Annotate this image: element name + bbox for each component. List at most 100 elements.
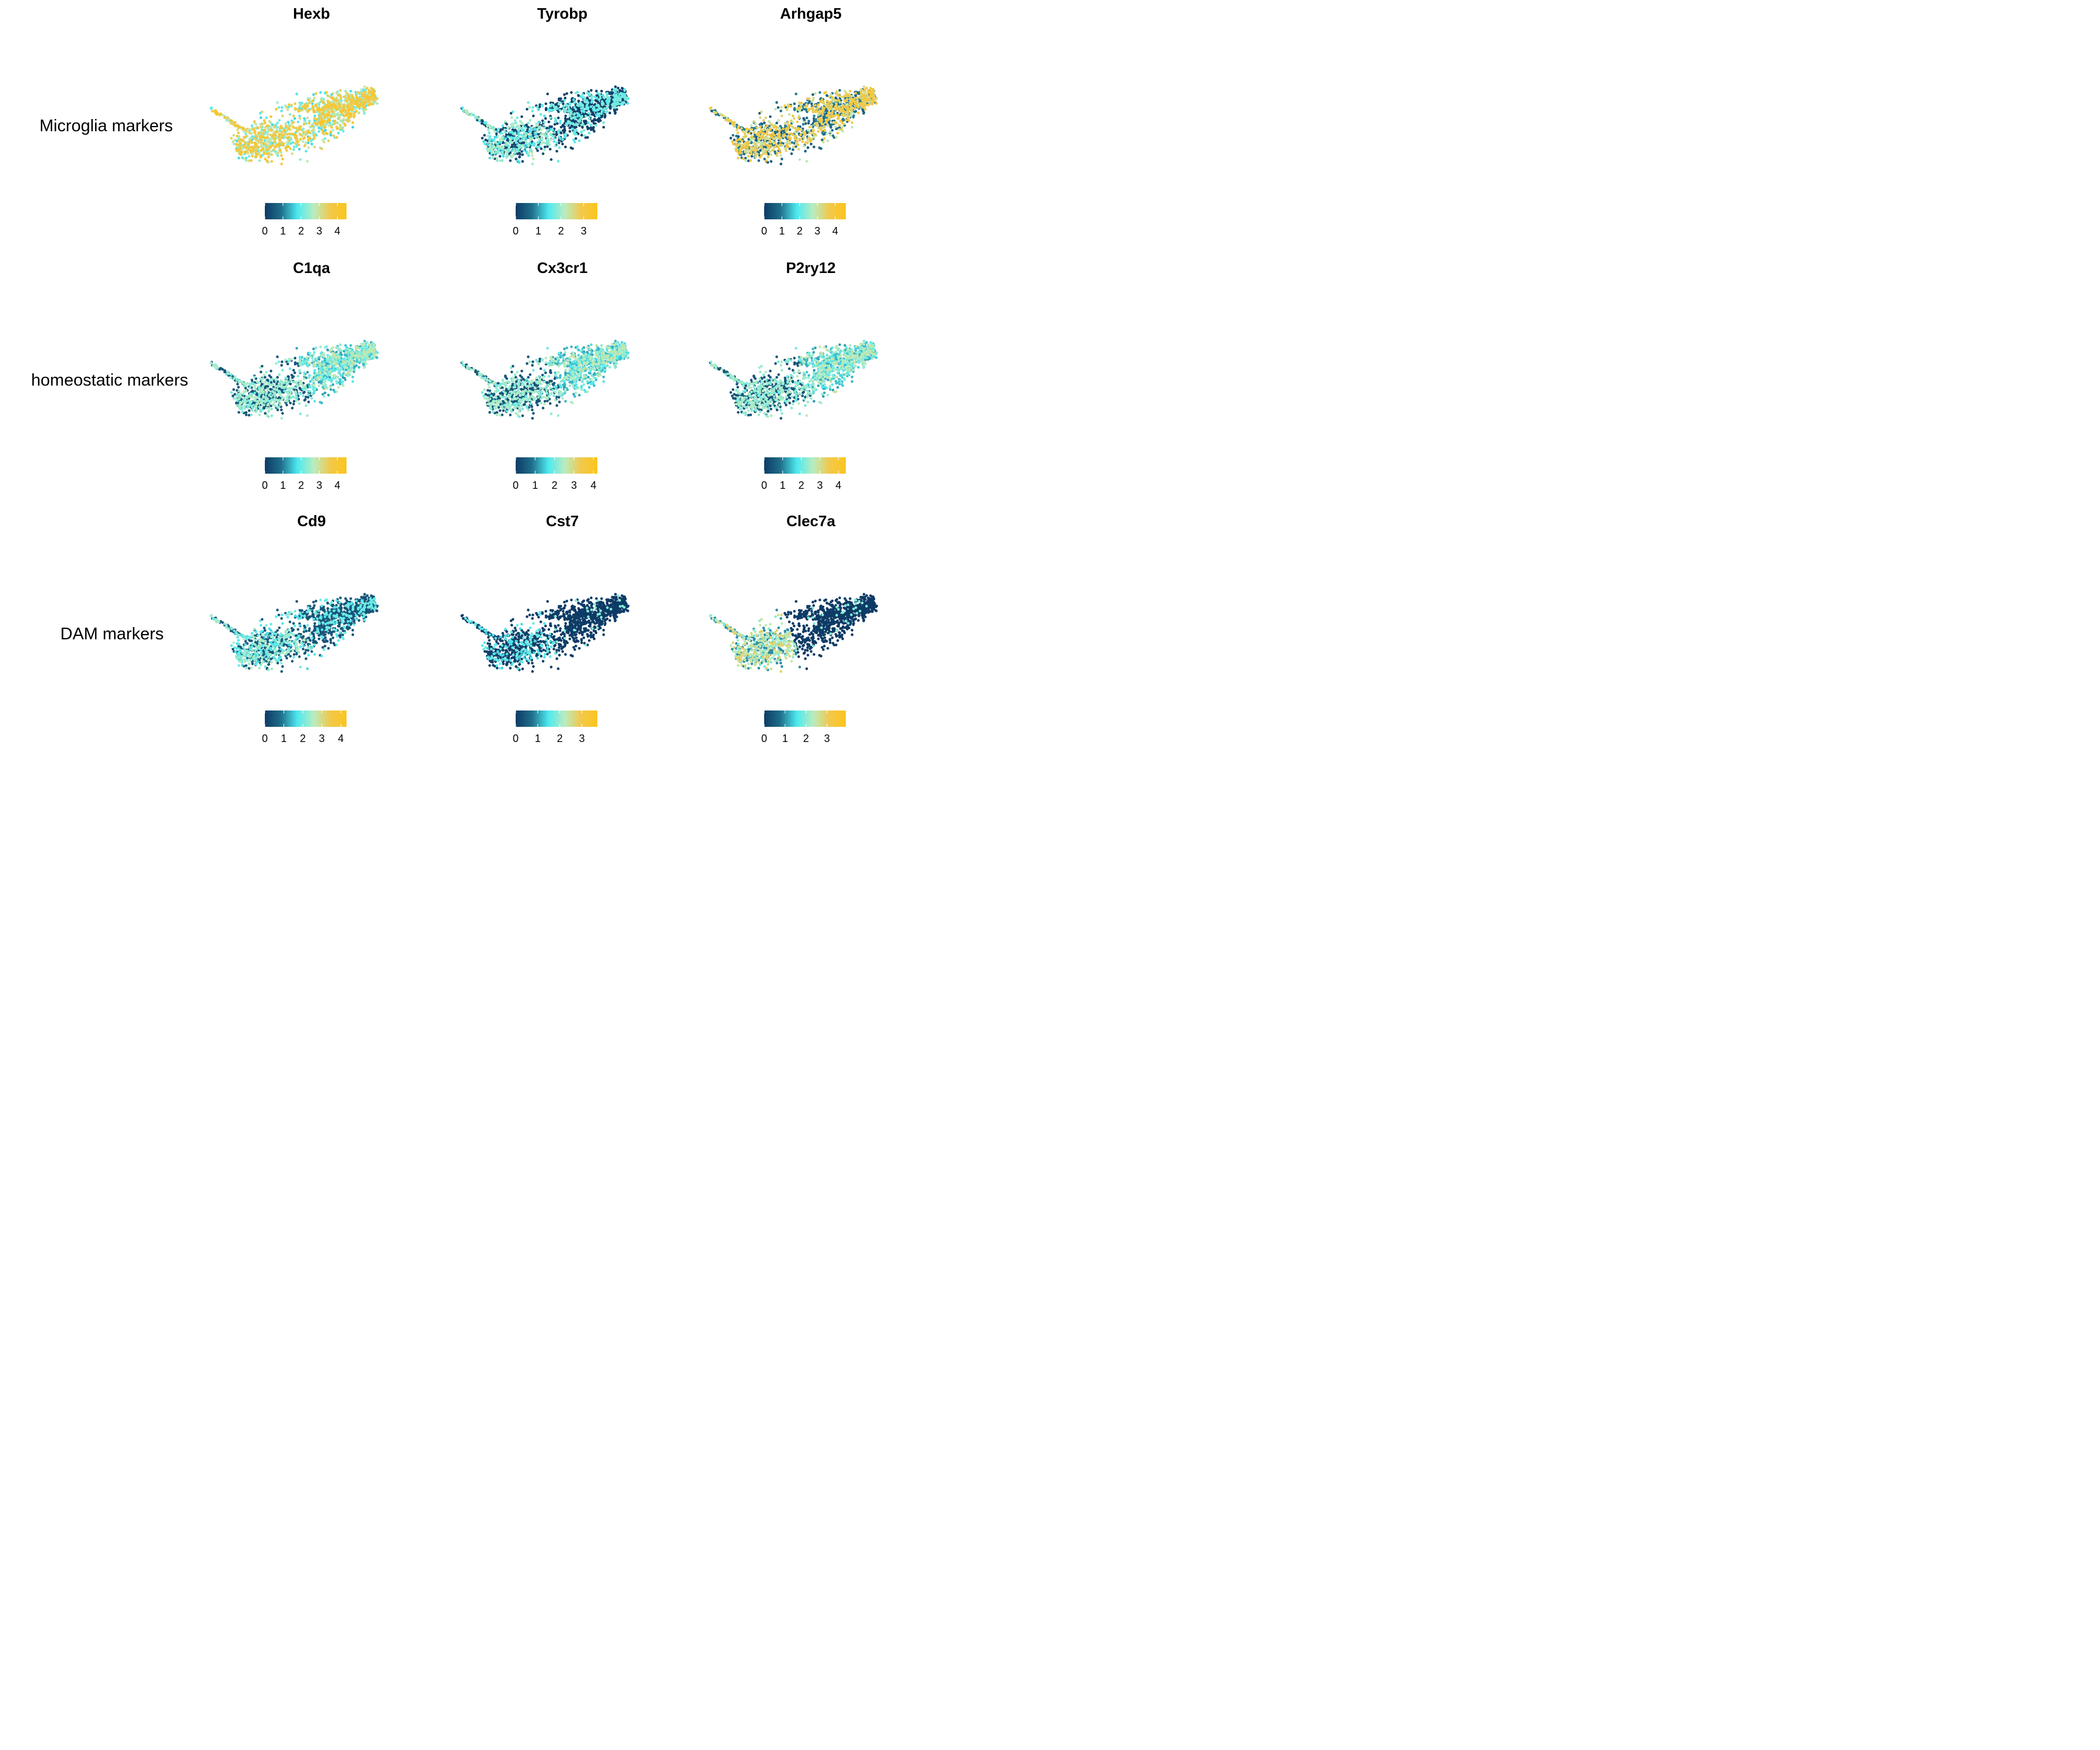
cell-point: [329, 388, 332, 391]
cell-point: [750, 152, 753, 156]
cell-point: [327, 105, 330, 108]
cell-point: [755, 148, 759, 151]
cell-point: [509, 111, 513, 115]
cell-point: [288, 125, 291, 128]
cell-point: [748, 132, 751, 135]
cell-point: [312, 137, 316, 140]
cell-point: [825, 132, 828, 135]
cell-point: [720, 113, 723, 117]
cell-point: [623, 89, 626, 92]
cell-point: [321, 131, 324, 135]
cell-point: [807, 120, 810, 123]
cell-point: [349, 112, 352, 116]
cell-point: [578, 124, 581, 127]
cell-point: [308, 101, 311, 104]
cell-point: [840, 128, 844, 131]
cell-point: [559, 131, 563, 135]
cell-point: [532, 158, 535, 160]
cell-point: [302, 391, 305, 394]
cell-point: [265, 160, 269, 163]
cell-point: [498, 155, 502, 158]
cell-point: [789, 119, 793, 123]
cell-point: [312, 105, 314, 108]
cell-point: [622, 101, 625, 104]
cell-point: [232, 394, 235, 398]
cell-point: [580, 123, 583, 127]
cell-point: [314, 92, 317, 95]
cell-point: [461, 109, 465, 113]
cell-point: [531, 162, 534, 166]
cell-point: [779, 162, 783, 166]
cell-point: [850, 94, 853, 98]
cell-point: [834, 96, 838, 99]
cell-point: [828, 104, 832, 107]
cell-point: [803, 131, 806, 134]
cell-point: [592, 119, 595, 122]
cell-point: [769, 160, 773, 163]
cell-point: [831, 110, 834, 113]
cell-point: [530, 151, 533, 154]
cell-point: [327, 124, 330, 127]
cell-point: [785, 136, 788, 139]
cell-point: [775, 125, 778, 129]
cell-point: [802, 123, 805, 126]
cell-point: [363, 89, 366, 92]
cell-point: [524, 146, 527, 149]
cell-point: [803, 103, 806, 106]
cell-point: [318, 114, 321, 118]
cell-point: [293, 142, 297, 145]
cell-point: [523, 131, 526, 134]
cell-point: [505, 155, 509, 159]
cell-point: [255, 149, 258, 152]
cell-point: [313, 114, 316, 118]
cell-point: [761, 148, 765, 151]
cell-point: [332, 134, 335, 137]
cell-point: [329, 104, 332, 107]
cell-point: [286, 108, 289, 111]
cell-point: [335, 136, 338, 139]
cell-point: [869, 86, 872, 90]
cell-point: [614, 90, 617, 94]
cell-point: [338, 114, 341, 117]
cell-point: [807, 108, 810, 112]
cell-point: [261, 110, 264, 114]
cell-point: [610, 96, 614, 99]
cell-point: [355, 94, 358, 97]
cell-point: [358, 111, 360, 114]
cell-point: [281, 158, 284, 160]
cell-point: [306, 141, 310, 145]
cell-point: [256, 139, 259, 142]
cell-point: [349, 90, 352, 93]
cell-point: [509, 140, 512, 143]
cell-point: [285, 141, 289, 144]
cell-point: [529, 137, 532, 140]
cell-point: [259, 136, 262, 139]
cell-point: [608, 99, 611, 103]
cell-point: [491, 150, 494, 154]
cell-point: [808, 136, 811, 140]
cell-point: [262, 128, 266, 132]
cell-point: [752, 127, 756, 130]
cell-point: [578, 139, 581, 142]
cell-point: [244, 142, 247, 145]
cell-point: [800, 102, 803, 104]
cell-point: [761, 135, 765, 138]
cell-point: [344, 89, 347, 93]
cell-point: [850, 103, 853, 106]
cell-point: [371, 93, 374, 97]
cell-point: [327, 139, 330, 142]
cell-point: [750, 148, 754, 152]
cell-point: [552, 140, 555, 143]
cell-point: [287, 127, 290, 131]
panel-arhgap5: Arhgap5 0 1 2 3 4: [688, 0, 933, 237]
cell-point: [274, 145, 278, 148]
cell-point: [293, 356, 297, 360]
cell-point: [268, 120, 271, 123]
cell-point: [804, 141, 807, 144]
cell-point: [846, 116, 849, 120]
cell-point: [597, 120, 600, 123]
cell-point: [780, 158, 783, 160]
cell-point: [854, 93, 857, 97]
cell-point: [219, 367, 222, 370]
cell-point: [596, 92, 599, 94]
